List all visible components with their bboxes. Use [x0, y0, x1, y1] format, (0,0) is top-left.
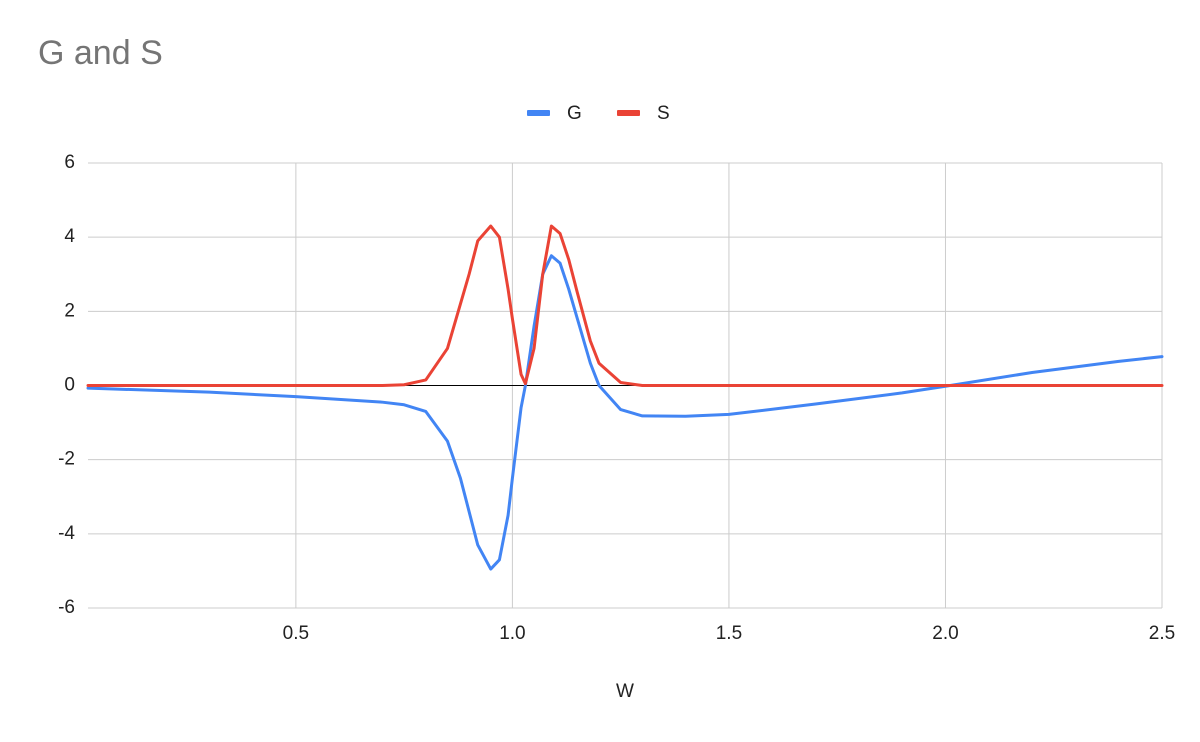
chart-title: G and S [38, 34, 163, 72]
x-axis-title: W [616, 681, 634, 702]
legend-label: G [567, 103, 582, 124]
x-tick-label: 0.5 [283, 623, 309, 644]
legend-label: S [657, 103, 670, 124]
legend-marker [617, 110, 640, 116]
x-tick-label: 2.5 [1149, 623, 1175, 644]
y-tick-label: -6 [58, 597, 75, 618]
y-tick-label: 6 [64, 152, 75, 173]
x-tick-label: 1.5 [716, 623, 742, 644]
legend-marker [527, 110, 550, 116]
x-tick-label: 2.0 [932, 623, 958, 644]
y-tick-label: -4 [58, 523, 75, 544]
y-tick-label: 4 [64, 226, 75, 247]
y-tick-label: 0 [64, 375, 75, 396]
y-tick-label: 2 [64, 300, 75, 321]
y-tick-label: -2 [58, 449, 75, 470]
x-tick-label: 1.0 [499, 623, 525, 644]
line-series [86, 224, 1164, 387]
line-series [86, 254, 1164, 571]
